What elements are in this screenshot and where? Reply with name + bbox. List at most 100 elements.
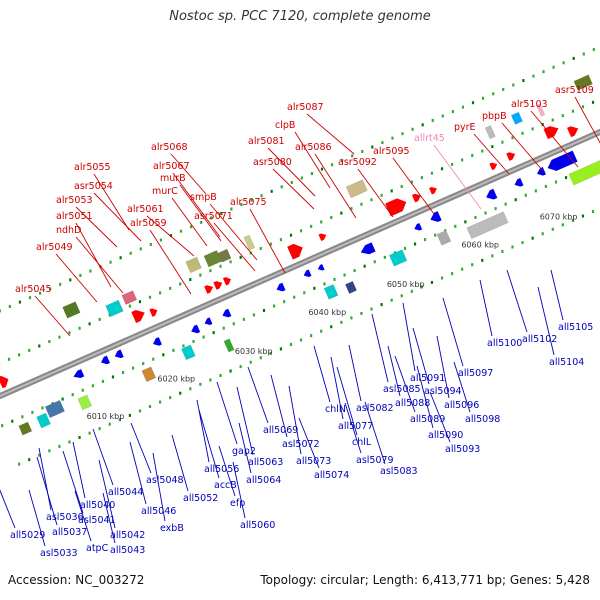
lower-leader-line — [442, 297, 464, 367]
outer-gc-dot — [531, 236, 534, 240]
lower-leader-line — [387, 345, 401, 397]
outer-gc-dot — [381, 141, 384, 145]
inner-gc-dot — [142, 362, 145, 366]
inner-gc-dot — [484, 211, 487, 215]
reverse-gene-arrow — [430, 211, 442, 222]
inner-gc-dot — [430, 171, 434, 175]
inner-gc-dot — [88, 322, 91, 326]
inner-gc-dot — [222, 326, 225, 330]
lower-leader-line — [129, 441, 147, 505]
inner-gc-dot — [514, 198, 517, 202]
outer-gc-dot — [89, 269, 92, 273]
inner-gc-dot — [403, 246, 407, 250]
lower-gene-label: all5102 — [522, 334, 557, 345]
inner-gc-dot — [219, 264, 222, 268]
lower-gene-label: asl5033 — [40, 548, 78, 559]
forward-gene-arrow — [131, 309, 145, 323]
lower-gene-label: all5060 — [240, 520, 275, 531]
lower-leader-line — [72, 441, 86, 499]
outer-gc-dot — [129, 251, 132, 255]
feature-block — [243, 234, 256, 251]
outer-gc-dot — [128, 413, 131, 417]
inner-gc-dot — [212, 331, 215, 335]
upper-gene-label: asr5092 — [338, 157, 377, 168]
inner-gc-dot — [78, 326, 81, 330]
outer-gc-dot — [310, 334, 313, 338]
outer-gc-dot — [18, 462, 21, 466]
outer-gc-dot — [361, 149, 364, 153]
upper-gene-label: alr5067 — [153, 161, 190, 172]
lower-gene-label: all5043 — [110, 545, 145, 556]
inner-gc-dot — [343, 273, 346, 277]
outer-gc-dot — [98, 427, 101, 431]
map-title: Nostoc sp. PCC 7120, complete genome — [169, 9, 431, 24]
inner-gc-dot — [551, 118, 554, 122]
outer-gc-dot — [270, 189, 273, 193]
outer-gc-dot — [169, 234, 173, 238]
feature-block — [466, 211, 509, 240]
lower-gene-label: chlN — [325, 404, 346, 415]
inner-gc-dot — [239, 255, 242, 259]
inner-gc-dot — [450, 162, 454, 166]
upper-gene-label: asr5071 — [194, 211, 233, 222]
outer-gc-dot — [38, 453, 41, 457]
lower-leader-line — [298, 417, 320, 469]
inner-gc-dot — [310, 224, 313, 228]
inner-gc-dot — [440, 167, 444, 171]
inner-gc-dot — [461, 158, 464, 162]
inner-gc-dot — [38, 344, 41, 348]
upper-leader-line — [146, 215, 195, 257]
outer-gc-dot — [390, 298, 393, 302]
lower-gene-label: all5042 — [110, 530, 145, 541]
outer-gc-dot — [139, 247, 142, 251]
inner-gc-dot — [138, 300, 142, 304]
upper-leader-line — [249, 208, 286, 274]
upper-gene-label: asr5109 — [555, 85, 594, 96]
lower-gene-label: all5037 — [52, 527, 87, 538]
feature-block — [203, 250, 222, 268]
upper-leader-line — [433, 144, 482, 210]
lower-leader-line — [0, 489, 16, 529]
inner-gc-dot — [148, 295, 152, 299]
inner-gc-dot — [350, 207, 353, 211]
inner-gc-dot — [31, 410, 34, 414]
outer-gc-dot — [411, 127, 414, 131]
lower-leader-line — [364, 401, 386, 465]
outer-gc-dot — [210, 216, 213, 220]
lower-gene-label: asl5094 — [424, 386, 462, 397]
feature-block — [573, 74, 593, 91]
inner-gc-dot — [330, 216, 333, 220]
kbp-tick-label: 6050 kbp — [387, 280, 425, 289]
outer-gc-dot — [591, 210, 595, 214]
inner-gc-dot — [179, 282, 182, 286]
reverse-gene-arrow — [191, 324, 201, 334]
lower-leader-line — [371, 313, 389, 383]
outer-gc-dot — [109, 260, 112, 264]
lower-leader-line — [436, 335, 450, 399]
forward-gene-arrow — [385, 198, 407, 217]
outer-gc-dot — [320, 167, 324, 171]
lower-gene-label: all5091 — [410, 373, 445, 384]
inner-gc-dot — [279, 238, 283, 242]
upper-leader-line — [170, 153, 207, 195]
lower-gene-label: all5073 — [296, 456, 331, 467]
reverse-gene-arrow — [276, 282, 286, 292]
upper-leader-line — [501, 122, 544, 172]
outer-gc-dot — [481, 96, 485, 100]
upper-gene-label: asr5054 — [74, 181, 113, 192]
outer-gc-dot — [521, 241, 524, 245]
label-leader-lines — [0, 96, 600, 547]
lower-leader-line — [348, 344, 362, 402]
inner-gc-dot — [232, 322, 235, 326]
inner-gc-dot — [491, 145, 494, 149]
lower-leader-line — [537, 286, 555, 356]
inner-gc-dot — [373, 260, 376, 264]
inner-gc-dot — [531, 127, 534, 131]
upper-gene-label: alr5055 — [74, 162, 111, 173]
lower-gene-label: all5029 — [10, 530, 45, 541]
outer-gc-dot — [119, 256, 122, 260]
inner-gc-dot — [474, 215, 477, 219]
lower-leader-line — [550, 269, 564, 321]
outer-gc-dot — [532, 74, 535, 78]
lower-gene-label: all5104 — [549, 357, 584, 368]
